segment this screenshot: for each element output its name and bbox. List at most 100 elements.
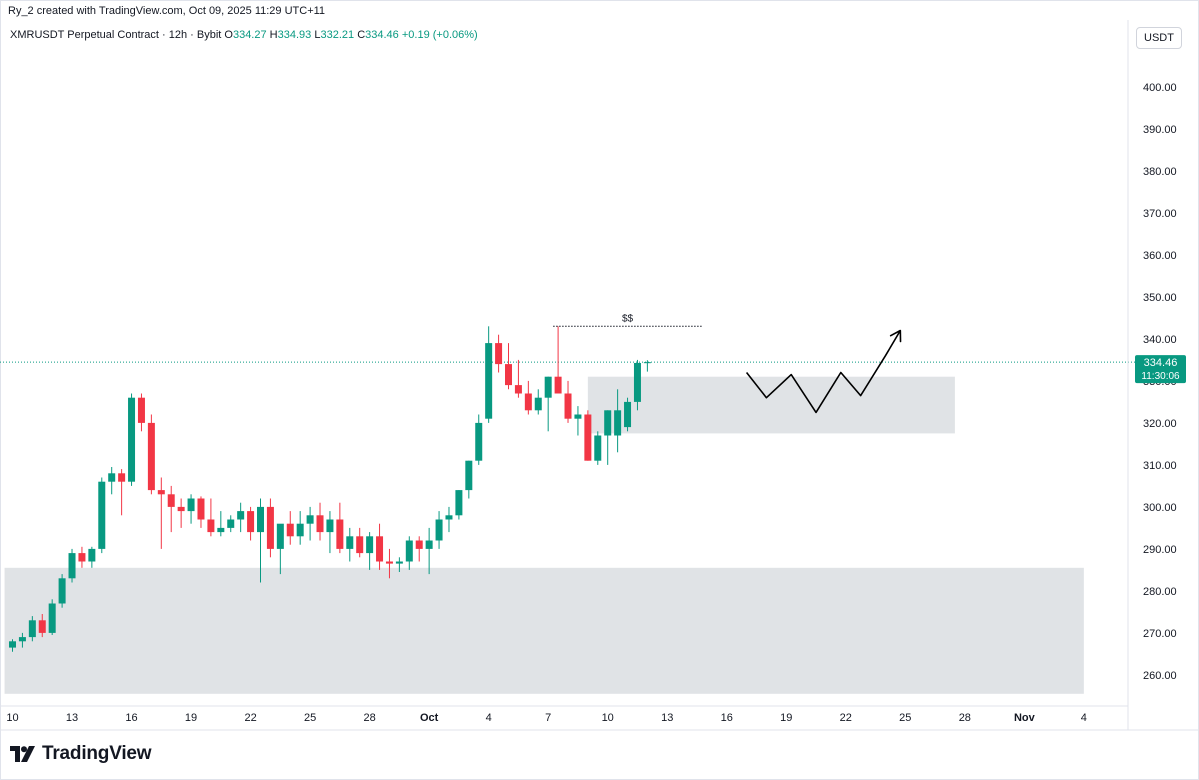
candle[interactable] bbox=[495, 334, 503, 373]
candle[interactable] bbox=[217, 511, 225, 537]
candle[interactable] bbox=[574, 406, 582, 436]
currency-selector[interactable]: USDT bbox=[1136, 27, 1182, 49]
candle[interactable] bbox=[237, 502, 245, 533]
candle[interactable] bbox=[9, 639, 16, 652]
candle-body bbox=[475, 422, 483, 461]
candle[interactable] bbox=[286, 511, 294, 545]
candle[interactable] bbox=[306, 506, 314, 541]
candle-body bbox=[356, 536, 364, 554]
time-tick-label: 28 bbox=[363, 712, 375, 724]
candle[interactable] bbox=[207, 498, 215, 537]
candle[interactable] bbox=[257, 498, 264, 583]
price-tick-label: 380.00 bbox=[1143, 166, 1177, 178]
candle[interactable] bbox=[514, 359, 522, 398]
candle[interactable] bbox=[167, 485, 175, 533]
candle[interactable] bbox=[108, 467, 116, 495]
candle[interactable] bbox=[346, 527, 354, 562]
candle[interactable] bbox=[28, 616, 36, 642]
candle[interactable] bbox=[485, 326, 493, 423]
candle[interactable] bbox=[524, 380, 532, 415]
candle[interactable] bbox=[326, 511, 334, 554]
candle-body bbox=[425, 540, 433, 549]
candle[interactable] bbox=[336, 502, 344, 554]
time-tick-label: 19 bbox=[780, 712, 792, 724]
time-tick-label: 4 bbox=[1081, 712, 1087, 724]
candle[interactable] bbox=[445, 506, 453, 533]
price-tick-label: 320.00 bbox=[1143, 418, 1177, 430]
candle[interactable] bbox=[554, 326, 562, 394]
candle[interactable] bbox=[68, 548, 76, 583]
candle[interactable] bbox=[544, 376, 552, 432]
candle[interactable] bbox=[435, 511, 443, 549]
candle[interactable] bbox=[296, 511, 304, 545]
candle[interactable] bbox=[98, 477, 106, 554]
last-price-badge-bg bbox=[1135, 355, 1186, 384]
time-tick-label: 28 bbox=[959, 712, 971, 724]
candle[interactable] bbox=[465, 460, 473, 499]
candle[interactable] bbox=[18, 632, 26, 648]
candle[interactable] bbox=[505, 343, 512, 390]
candle[interactable] bbox=[147, 414, 155, 495]
projection-path[interactable] bbox=[745, 330, 902, 414]
candle[interactable] bbox=[118, 469, 126, 516]
ohlc-low-value: 332.21 bbox=[320, 29, 355, 41]
candle-body bbox=[366, 536, 374, 554]
candle[interactable] bbox=[614, 389, 622, 453]
candle-body bbox=[326, 519, 334, 533]
candle[interactable] bbox=[88, 546, 96, 568]
candle[interactable] bbox=[643, 360, 651, 372]
candle[interactable] bbox=[38, 614, 46, 638]
price-tick-label: 290.00 bbox=[1143, 544, 1177, 556]
zone-rect-0[interactable] bbox=[4, 567, 1084, 694]
candle[interactable] bbox=[137, 393, 145, 432]
candle[interactable] bbox=[197, 496, 205, 528]
candle[interactable] bbox=[425, 527, 433, 575]
zone-rect-1[interactable] bbox=[587, 376, 955, 434]
candle-body bbox=[534, 397, 542, 411]
liquidity-marker[interactable]: $$ bbox=[553, 313, 702, 327]
time-tick-label: 22 bbox=[244, 712, 256, 724]
candle-body bbox=[633, 362, 641, 402]
candle[interactable] bbox=[366, 532, 374, 570]
candle[interactable] bbox=[624, 397, 632, 432]
candle[interactable] bbox=[633, 359, 641, 411]
candle[interactable] bbox=[385, 548, 393, 579]
candle[interactable] bbox=[128, 393, 136, 486]
candle[interactable] bbox=[78, 546, 86, 568]
candle[interactable] bbox=[604, 410, 612, 465]
candle[interactable] bbox=[58, 574, 66, 608]
candle[interactable] bbox=[187, 494, 195, 524]
last-price-badge[interactable]: 334.46 11:30:06 bbox=[1135, 355, 1186, 384]
candle-body bbox=[276, 523, 284, 549]
candle[interactable] bbox=[376, 523, 384, 570]
time-tick-label: 25 bbox=[304, 712, 316, 724]
candle[interactable] bbox=[316, 502, 324, 541]
candle-body bbox=[28, 620, 36, 638]
candle[interactable] bbox=[48, 599, 56, 635]
candle[interactable] bbox=[177, 498, 185, 528]
candle[interactable] bbox=[356, 527, 364, 558]
candle[interactable] bbox=[594, 431, 602, 465]
candle[interactable] bbox=[405, 536, 413, 570]
candle[interactable] bbox=[564, 380, 572, 423]
ohlc-open-value: 334.27 bbox=[232, 29, 267, 41]
candle[interactable] bbox=[534, 389, 542, 415]
candle[interactable] bbox=[227, 515, 235, 533]
candle[interactable] bbox=[266, 498, 274, 558]
candle[interactable] bbox=[584, 410, 592, 461]
candle[interactable] bbox=[455, 490, 463, 520]
symbol-legend[interactable]: XMRUSDT Perpetual Contract · 12h · Bybit… bbox=[10, 29, 478, 41]
candle-body bbox=[197, 498, 205, 520]
candle[interactable] bbox=[415, 536, 423, 562]
tradingview-logo[interactable]: TradingView bbox=[10, 743, 152, 765]
candle[interactable] bbox=[247, 506, 255, 541]
candle[interactable] bbox=[395, 557, 403, 572]
candle[interactable] bbox=[276, 523, 284, 575]
time-tick-label: 13 bbox=[66, 712, 78, 724]
candle[interactable] bbox=[475, 414, 483, 465]
candle-body bbox=[385, 561, 393, 564]
candle[interactable] bbox=[157, 477, 165, 549]
zones-layer bbox=[4, 376, 1084, 694]
candle-body bbox=[584, 414, 592, 461]
